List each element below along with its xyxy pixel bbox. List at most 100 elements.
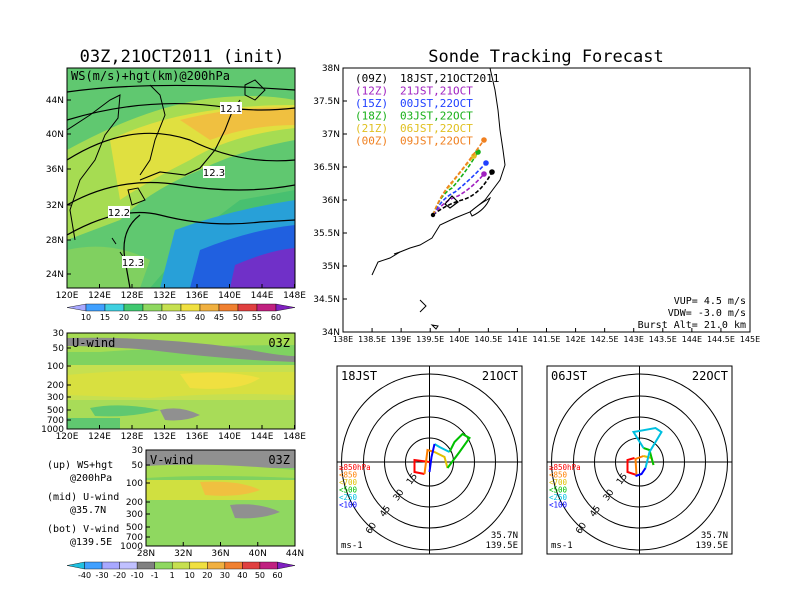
track-lon-tick: 145E (740, 335, 760, 344)
contour-label-1: 12.1 (220, 104, 242, 115)
hodograph-level-label: <700 (339, 478, 358, 487)
map-lon-ticks: 120E 124E 128E 132E 136E 140E 144E 148E (56, 284, 306, 301)
hodograph-level-label: <100 (549, 501, 568, 510)
vwind-lat-tick: 40N (249, 549, 267, 559)
ws-colorbar-swatch (237, 303, 258, 312)
track-lon-tick: 141E (507, 335, 527, 344)
sonde-track-line (432, 139, 485, 216)
track-legend-tag: (18Z) (355, 110, 388, 123)
param-vup: VUP= 4.5 m/s (674, 296, 746, 307)
legend-2b: @35.7N (70, 505, 106, 516)
track-legend-tag: (15Z) (355, 97, 388, 110)
hodograph-lon: 139.5E (695, 541, 728, 551)
param-vdw: VDW= -3.0 m/s (668, 308, 746, 319)
wind-colorbar-label: -40 (78, 571, 91, 580)
wind-colorbar-swatch (207, 561, 226, 570)
wind-colorbar-label: 50 (255, 571, 265, 580)
track-legend-label: 06JST,22OCT (400, 122, 473, 135)
track-legend-label: 09JST,22OCT (400, 135, 473, 148)
track-legend-label: 03JST,22OCT (400, 110, 473, 123)
track-lon-tick: 143.5E (649, 335, 677, 344)
ws-colorbar-swatch (123, 303, 144, 312)
uwind-lon-tick: 148E (283, 432, 306, 442)
uwind-lon-tick: 140E (218, 432, 241, 442)
param-burst: Burst Alt= 21.0 km (638, 320, 746, 331)
wind-colorbar-label: -30 (96, 571, 109, 580)
hodograph-date: 21OCT (482, 369, 518, 383)
map-lat-tick: 32N (46, 201, 64, 211)
ws-colorbar-label: 45 (214, 313, 224, 322)
sonde-track-line (432, 173, 485, 216)
uwind-p-tick: 50 (53, 344, 65, 354)
ws-colorbar: 10 15 20 25 30 35 40 45 50 55 60 (66, 303, 296, 322)
vwind-p-tick: 1000 (120, 542, 143, 552)
hodograph-level-label: ≥850hPa (339, 463, 371, 472)
map-lon-tick: 148E (283, 291, 306, 301)
map-lon-tick: 124E (88, 291, 111, 301)
wind-colorbar-label: 1 (170, 571, 175, 580)
uwind-lon-ticks: 120E 124E 128E 132E 136E 140E 144E 148E (56, 425, 306, 442)
map-lon-tick: 136E (186, 291, 209, 301)
map-lat-ticks: 44N 40N 36N 32N 28N 24N (46, 96, 71, 280)
uwind-p-tick: 200 (47, 381, 64, 391)
hodograph-trace (446, 432, 471, 469)
track-lat-ticks: 38N 37.5N 37N 36.5N 36N 35.5N 35N 34.5N 34N (313, 64, 347, 338)
legend-2a: (mid) U-wind (47, 492, 119, 503)
map-lon-tick: 128E (121, 291, 144, 301)
hodograph-level-label: <850 (549, 471, 568, 480)
hodograph-unit: ms-1 (551, 541, 573, 551)
track-lon-tick: 138E (333, 335, 353, 344)
uwind-lon-tick: 124E (88, 432, 111, 442)
track-lon-tick: 143E (624, 335, 644, 344)
sonde-tracks (430, 137, 495, 218)
wind-colorbar-label: 10 (185, 571, 195, 580)
hodograph-trace (626, 457, 637, 476)
wind-colorbar-label: -10 (131, 571, 144, 580)
sonde-track-endpoint (483, 160, 489, 166)
map-lon-tick: 120E (56, 291, 79, 301)
map-lat-tick: 28N (46, 236, 64, 246)
contour-label-3: 12.2 (108, 208, 130, 219)
ws-colorbar-swatch (161, 303, 182, 312)
contour-label-2: 12.3 (203, 168, 225, 179)
ws-colorbar-swatch (66, 303, 87, 312)
track-lat-tick: 34N (322, 328, 340, 338)
uwind-section (67, 333, 295, 429)
legend-1a: (up) WS+hgt (47, 460, 113, 471)
track-lat-tick: 38N (322, 64, 340, 74)
uwind-p-tick: 100 (47, 362, 64, 372)
sonde-track-endpoint (489, 169, 495, 175)
uwind-lon-tick: 132E (153, 432, 176, 442)
track-legend-label: 00JST,22OCT (400, 97, 473, 110)
track-lat-tick: 35N (322, 262, 340, 272)
track-legend-label: 18JST,21OCT2011 (400, 72, 499, 85)
tracking-coastline (371, 67, 506, 330)
track-lon-tick: 139.5E (416, 335, 444, 344)
sonde-track-line (432, 171, 493, 216)
vwind-p-tick: 50 (132, 461, 144, 471)
track-legend-tag: (00Z) (355, 135, 388, 148)
wind-colorbar-swatch (189, 561, 208, 570)
track-legend-label: 21JST,21OCT (400, 85, 473, 98)
uwind-lon-tick: 136E (186, 432, 209, 442)
hodograph-time: 18JST (341, 369, 377, 383)
wind-colorbar-label: 60 (272, 571, 282, 580)
hodograph-lat: 35.7N (701, 531, 728, 541)
vwind-p-tick: 700 (126, 533, 143, 543)
hodograph-trace (635, 467, 647, 477)
sonde-track-line (432, 151, 479, 216)
ws-colorbar-swatch (85, 303, 106, 312)
ws-colorbar-swatch (199, 303, 220, 312)
hodograph-trace (631, 426, 663, 469)
vwind-lat-tick: 36N (211, 549, 229, 559)
ws-colorbar-label: 20 (119, 313, 129, 322)
vwind-lat-tick: 28N (137, 549, 155, 559)
map-lon-tick: 144E (251, 291, 274, 301)
track-lon-tick: 141.5E (533, 335, 561, 344)
ws-colorbar-label: 55 (252, 313, 262, 322)
wind-colorbar-label: 30 (220, 571, 230, 580)
start-marker (444, 195, 459, 209)
sonde-track-line (432, 162, 487, 216)
wind-colorbar-swatch (277, 561, 296, 570)
